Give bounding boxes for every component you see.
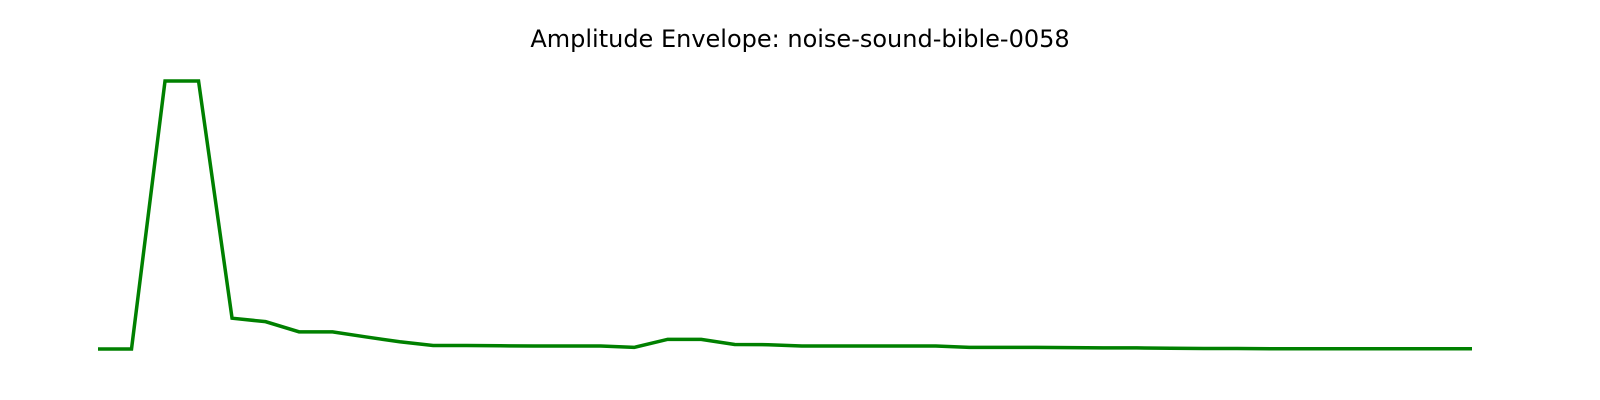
chart-title: Amplitude Envelope: noise-sound-bible-00… (530, 25, 1070, 53)
envelope-series-line (98, 79, 1472, 351)
